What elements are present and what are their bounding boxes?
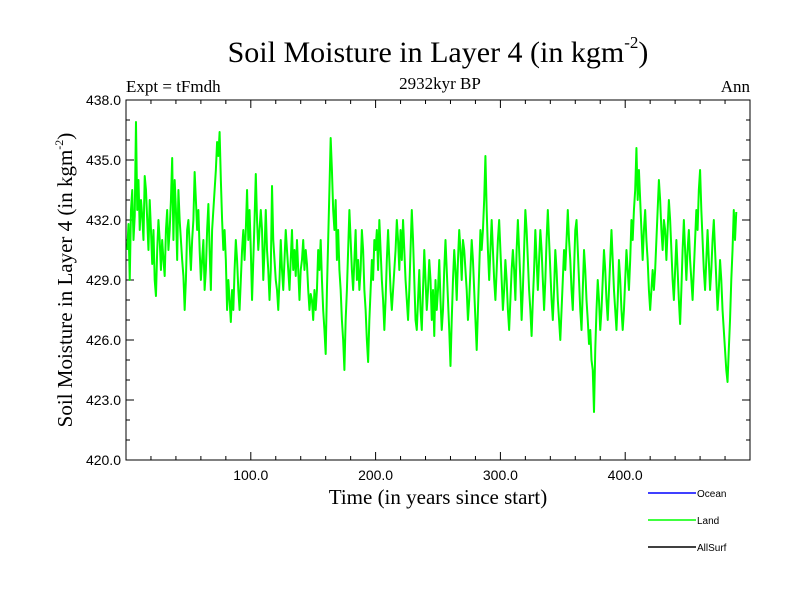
x-tick-label: 200.0 [358, 467, 393, 483]
y-tick-label: 426.0 [86, 332, 121, 348]
y-tick-label: 429.0 [86, 272, 121, 288]
legend: Ocean Land AllSurf [648, 489, 727, 554]
x-tick-label: 400.0 [608, 467, 643, 483]
y-axis-label: Soil Moisture in Layer 4 (in kgm-2) [52, 133, 77, 428]
legend-label-land: Land [697, 516, 719, 527]
y-tick-label: 432.0 [86, 212, 121, 228]
subtitle-season: Ann [721, 77, 751, 96]
legend-label-allsurf: AllSurf [697, 543, 727, 554]
y-tick-label: 420.0 [86, 452, 121, 468]
y-tick-label: 435.0 [86, 152, 121, 168]
subtitle-experiment: Expt = tFmdh [126, 77, 221, 96]
x-tick-label: 100.0 [233, 467, 268, 483]
legend-label-ocean: Ocean [697, 489, 726, 500]
x-axis-label: Time (in years since start) [329, 485, 548, 509]
y-tick-label: 423.0 [86, 392, 121, 408]
chart-title: Soil Moisture in Layer 4 (in kgm-2) [228, 33, 649, 69]
y-tick-label: 438.0 [86, 92, 121, 108]
subtitle-period: 2932kyr BP [399, 74, 481, 93]
x-tick-label: 300.0 [483, 467, 518, 483]
series-line-land [126, 121, 738, 413]
axis-ticks: 420.0 423.0 426.0 429.0 432.0 435.0 438.0 100.0… [86, 92, 750, 483]
